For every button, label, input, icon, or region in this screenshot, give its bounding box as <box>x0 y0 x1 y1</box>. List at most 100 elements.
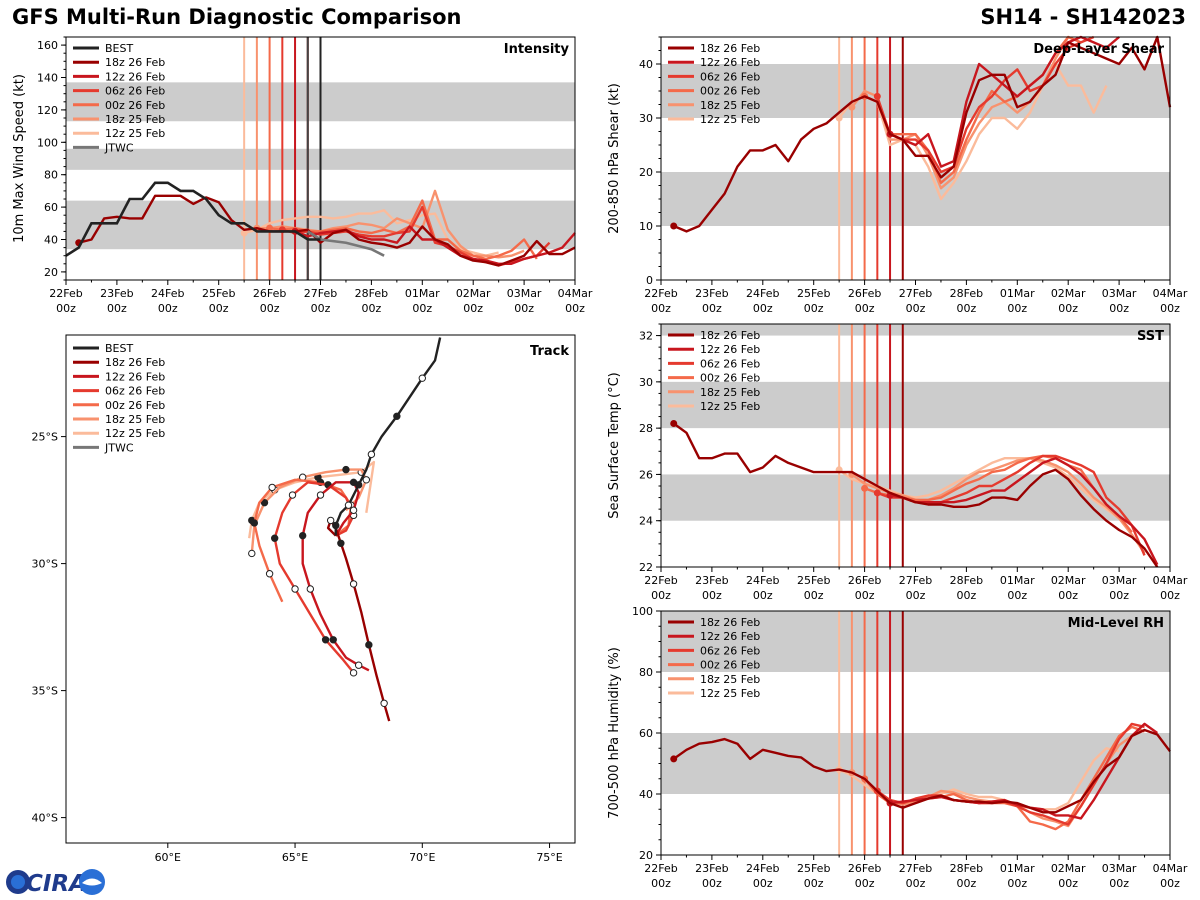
rh-ytick-label: 60 <box>639 727 653 740</box>
track-ytick-label: 40°S <box>32 812 58 825</box>
intensity-legend-label: 06z 26 Feb <box>105 85 165 98</box>
sst-xtick-label: 27Feb <box>899 574 932 587</box>
track-legend-label: 06z 26 Feb <box>105 385 165 398</box>
shear-panel <box>656 35 1172 285</box>
track-point <box>326 516 335 525</box>
intensity-ytick-label: 40 <box>44 234 58 247</box>
track-best-point <box>393 412 401 420</box>
intensity-legend-label: 00z 26 Feb <box>105 99 165 112</box>
sst-xtick-hour: 00z <box>804 589 824 602</box>
intensity-xtick-label: 24Feb <box>151 287 184 300</box>
sst-legend-label: 00z 26 Feb <box>700 372 760 385</box>
shear-xtick-label: 28Feb <box>950 287 983 300</box>
track-best-point <box>367 450 376 459</box>
track-point <box>248 549 256 558</box>
shear-ylabel: 200-850 hPa Shear (kt) <box>607 83 622 234</box>
track-point <box>298 531 307 540</box>
intensity-ytick-label: 60 <box>44 201 58 214</box>
sst-title: SST <box>1137 329 1164 344</box>
shear-xtick-hour: 00z <box>906 302 926 315</box>
track-legend-label: JTWC <box>104 441 134 454</box>
track-point <box>288 491 297 499</box>
track-legend-label: 12z 26 Feb <box>105 370 165 383</box>
rh-xtick-label: 24Feb <box>746 862 779 875</box>
shear-ytick-label: 20 <box>639 166 653 179</box>
track-best-point <box>344 501 353 509</box>
shear-init-point <box>873 92 881 100</box>
sst-ytick-label: 26 <box>639 468 653 481</box>
track-point <box>380 699 388 707</box>
sst-series-line <box>838 457 1120 520</box>
intensity-xtick-hour: 00z <box>514 302 534 315</box>
sst-xtick-hour: 00z <box>957 589 977 602</box>
track-point <box>349 506 358 514</box>
track-legend-label: 18z 25 Feb <box>105 413 165 426</box>
track-point <box>306 585 315 593</box>
shear-xtick-hour: 00z <box>804 302 824 315</box>
rh-xtick-hour: 00z <box>804 877 824 890</box>
rh-xtick-hour: 00z <box>651 877 671 890</box>
track-best-point <box>354 481 363 489</box>
track-point <box>316 491 325 499</box>
sst-xtick-hour: 00z <box>651 589 671 602</box>
track-point <box>268 483 276 492</box>
track-series-line <box>326 519 391 722</box>
track-legend-label: 00z 26 Feb <box>105 399 165 412</box>
storm-id: SH14 - SH142023 <box>980 5 1186 29</box>
rh-xtick-label: 22Feb <box>644 862 677 875</box>
shear-xtick-hour: 00z <box>1058 302 1078 315</box>
rh-band <box>661 733 1170 794</box>
intensity-xtick-hour: 00z <box>158 302 178 315</box>
sst-legend-label: 12z 26 Feb <box>700 343 760 356</box>
intensity-xtick-label: 26Feb <box>253 287 286 300</box>
track-series-line <box>301 481 370 672</box>
sst-xtick-hour: 00z <box>855 589 875 602</box>
intensity-legend-label: 12z 25 Feb <box>105 127 165 140</box>
shear-ytick-label: 40 <box>639 58 653 71</box>
rh-xtick-hour: 00z <box>702 877 722 890</box>
rh-xtick-hour: 00z <box>1160 877 1180 890</box>
page-title: GFS Multi-Run Diagnostic Comparison <box>12 5 462 29</box>
intensity-series-line <box>269 199 538 261</box>
sst-xtick-label: 22Feb <box>644 574 677 587</box>
rh-xtick-label: 27Feb <box>899 862 932 875</box>
shear-xtick-hour: 00z <box>702 302 722 315</box>
rh-legend-label: 00z 26 Feb <box>700 659 760 672</box>
track-point <box>342 465 350 474</box>
rh-ytick-label: 40 <box>639 788 653 801</box>
track-point <box>291 585 299 593</box>
sst-panel <box>656 323 1171 572</box>
intensity-xtick-hour: 00z <box>463 302 483 315</box>
shear-band <box>661 64 1170 118</box>
sst-init-point <box>873 489 881 497</box>
intensity-xtick-label: 23Feb <box>100 287 133 300</box>
rh-legend-label: 06z 26 Feb <box>700 644 760 657</box>
shear-legend-label: 12z 26 Feb <box>700 56 760 69</box>
sst-xtick-label: 03Mar <box>1102 574 1137 587</box>
intensity-xtick-hour: 00z <box>107 302 127 315</box>
sst-ytick-label: 28 <box>639 422 653 435</box>
track-point <box>270 534 279 542</box>
sst-xtick-hour: 00z <box>1160 589 1180 602</box>
shear-xtick-label: 25Feb <box>797 287 830 300</box>
sst-xtick-hour: 00z <box>1007 589 1027 602</box>
cira-logo-text: CIRA <box>26 871 87 897</box>
sst-xtick-label: 04Mar <box>1153 574 1188 587</box>
rh-xtick-hour: 00z <box>906 877 926 890</box>
shear-xtick-hour: 00z <box>753 302 773 315</box>
track-best-point <box>418 374 426 382</box>
intensity-best-track-line <box>65 181 321 257</box>
intensity-xtick-label: 01Mar <box>405 287 440 300</box>
intensity-legend-label: 12z 26 Feb <box>105 70 165 83</box>
shear-xtick-hour: 00z <box>957 302 977 315</box>
intensity-xtick-label: 28Feb <box>355 287 388 300</box>
intensity-xtick-label: 04Mar <box>558 287 593 300</box>
shear-xtick-hour: 00z <box>1109 302 1129 315</box>
intensity-xtick-label: 03Mar <box>507 287 542 300</box>
rh-ytick-label: 100 <box>632 605 653 618</box>
track-xtick-label: 65°E <box>282 851 308 864</box>
sst-band <box>661 324 1170 336</box>
rh-xtick-label: 25Feb <box>797 862 830 875</box>
cira-logo: CIRA <box>6 869 105 897</box>
